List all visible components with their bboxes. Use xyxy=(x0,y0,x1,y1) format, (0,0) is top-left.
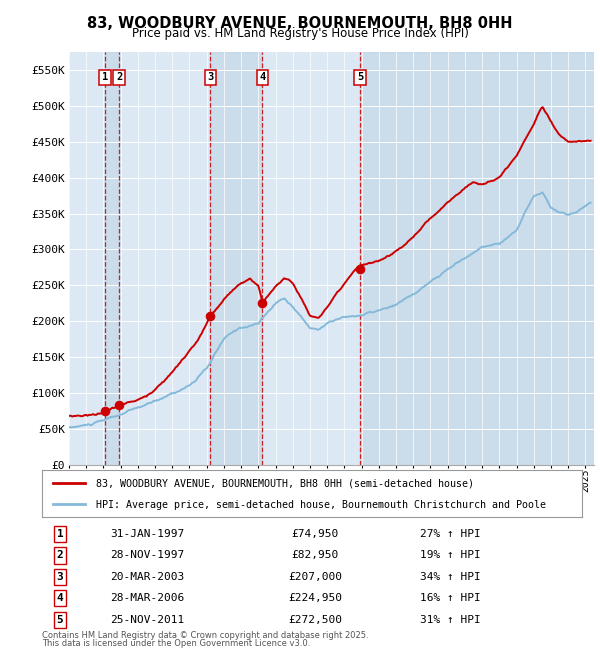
Text: £74,950: £74,950 xyxy=(292,529,338,539)
Text: 3: 3 xyxy=(56,572,64,582)
Text: £207,000: £207,000 xyxy=(288,572,342,582)
Text: HPI: Average price, semi-detached house, Bournemouth Christchurch and Poole: HPI: Average price, semi-detached house,… xyxy=(96,500,546,510)
Text: 2: 2 xyxy=(56,551,64,560)
Text: 1: 1 xyxy=(56,529,64,539)
Text: 4: 4 xyxy=(259,72,266,82)
Text: 3: 3 xyxy=(208,72,214,82)
Text: £224,950: £224,950 xyxy=(288,593,342,603)
Text: 28-NOV-1997: 28-NOV-1997 xyxy=(110,551,184,560)
Bar xyxy=(211,52,262,465)
Point xyxy=(114,400,124,410)
Text: 20-MAR-2003: 20-MAR-2003 xyxy=(110,572,184,582)
Text: Price paid vs. HM Land Registry's House Price Index (HPI): Price paid vs. HM Land Registry's House … xyxy=(131,27,469,40)
Text: 34% ↑ HPI: 34% ↑ HPI xyxy=(419,572,481,582)
Text: 31-JAN-1997: 31-JAN-1997 xyxy=(110,529,184,539)
Text: 1: 1 xyxy=(101,72,108,82)
Text: 4: 4 xyxy=(56,593,64,603)
Text: £272,500: £272,500 xyxy=(288,615,342,625)
Text: 27% ↑ HPI: 27% ↑ HPI xyxy=(419,529,481,539)
Text: 5: 5 xyxy=(56,615,64,625)
Point xyxy=(100,406,110,416)
Text: £82,950: £82,950 xyxy=(292,551,338,560)
Text: 19% ↑ HPI: 19% ↑ HPI xyxy=(419,551,481,560)
Text: 16% ↑ HPI: 16% ↑ HPI xyxy=(419,593,481,603)
Point xyxy=(355,264,365,274)
Text: Contains HM Land Registry data © Crown copyright and database right 2025.: Contains HM Land Registry data © Crown c… xyxy=(42,631,368,640)
Point xyxy=(257,298,267,309)
Text: 83, WOODBURY AVENUE, BOURNEMOUTH, BH8 0HH: 83, WOODBURY AVENUE, BOURNEMOUTH, BH8 0H… xyxy=(87,16,513,31)
Text: 31% ↑ HPI: 31% ↑ HPI xyxy=(419,615,481,625)
Bar xyxy=(360,52,594,465)
Text: 5: 5 xyxy=(357,72,363,82)
Text: This data is licensed under the Open Government Licence v3.0.: This data is licensed under the Open Gov… xyxy=(42,639,310,648)
Bar xyxy=(105,52,119,465)
Text: 83, WOODBURY AVENUE, BOURNEMOUTH, BH8 0HH (semi-detached house): 83, WOODBURY AVENUE, BOURNEMOUTH, BH8 0H… xyxy=(96,479,474,489)
Text: 28-MAR-2006: 28-MAR-2006 xyxy=(110,593,184,603)
Text: 25-NOV-2011: 25-NOV-2011 xyxy=(110,615,184,625)
Point xyxy=(206,311,215,321)
Text: 2: 2 xyxy=(116,72,122,82)
